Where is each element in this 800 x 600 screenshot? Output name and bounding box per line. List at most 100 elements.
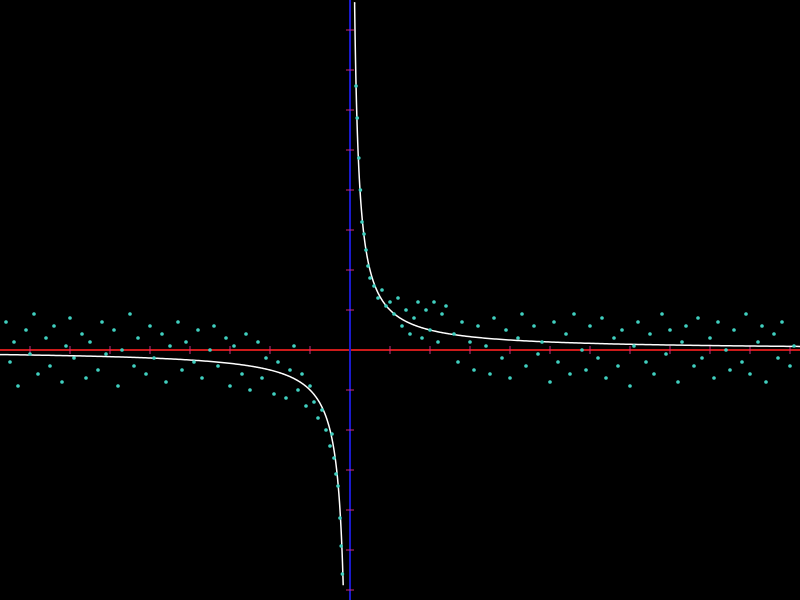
scatter-point (316, 416, 320, 420)
scatter-point (176, 320, 180, 324)
scatter-point (152, 356, 156, 360)
scatter-point (312, 400, 316, 404)
scatter-point (28, 352, 32, 356)
scatter-point (668, 328, 672, 332)
scatter-point (64, 344, 68, 348)
scatter-point (536, 352, 540, 356)
scatter-point (180, 368, 184, 372)
scatter-point (628, 384, 632, 388)
scatter-point (380, 288, 384, 292)
scatter-point (354, 84, 358, 88)
scatter-point (328, 444, 332, 448)
curve-branch-right (353, 2, 800, 348)
scatter-point (552, 320, 556, 324)
scatter-point (564, 332, 568, 336)
scatter-point (440, 312, 444, 316)
scatter-point (724, 348, 728, 352)
curve-branch-left (0, 353, 344, 586)
scatter-point (12, 340, 16, 344)
scatter-point (540, 340, 544, 344)
scatter-point (136, 336, 140, 340)
scatter-point (400, 324, 404, 328)
scatter-point (616, 364, 620, 368)
scatter-point (588, 324, 592, 328)
scatter-point (548, 380, 552, 384)
scatter-point (128, 312, 132, 316)
scatter-point (212, 324, 216, 328)
scatter-point (716, 320, 720, 324)
scatter-point (8, 360, 12, 364)
scatter-point (488, 372, 492, 376)
scatter-point (772, 332, 776, 336)
scatter-point (396, 296, 400, 300)
scatter-point (340, 572, 345, 576)
scatter-point (184, 340, 188, 344)
scatter-point (232, 344, 236, 348)
scatter-point (168, 344, 172, 348)
scatter-point (696, 316, 700, 320)
scatter-point (244, 332, 248, 336)
scatter-point (68, 316, 72, 320)
scatter-point (336, 484, 340, 488)
scatter-point (366, 264, 370, 268)
scatter-point (240, 372, 244, 376)
scatter-point (200, 376, 204, 380)
scatter-point (260, 376, 264, 380)
scatter-point (304, 404, 308, 408)
scatter-point (764, 380, 768, 384)
scatter-point (604, 376, 608, 380)
scatter-point (357, 156, 361, 160)
scatter-point (408, 332, 412, 336)
scatter-point (164, 380, 168, 384)
scatter-point (692, 364, 696, 368)
scatter-point (556, 360, 560, 364)
scatter-point (384, 304, 388, 308)
scatter-point (36, 372, 40, 376)
scatter-point (339, 544, 344, 548)
scatter-point (284, 396, 288, 400)
scatter-point (476, 324, 480, 328)
scatter-point (144, 372, 148, 376)
scatter-point (100, 320, 104, 324)
scatter-point (444, 304, 448, 308)
scatter-point (160, 332, 164, 336)
scatter-point (436, 340, 440, 344)
scatter-point (744, 312, 748, 316)
scatter-point (216, 364, 220, 368)
scatter-point (404, 308, 408, 312)
scatter-point (192, 360, 196, 364)
scatter-point (264, 356, 268, 360)
scatter-point (320, 408, 324, 412)
scatter-point (424, 308, 428, 312)
scatter-point (16, 384, 20, 388)
scatter-point (334, 472, 338, 476)
scatter-point (360, 220, 364, 224)
scatter-point (660, 312, 664, 316)
scatter-point (484, 344, 488, 348)
scatter-point (4, 320, 8, 324)
scatter-point (452, 332, 456, 336)
scatter-point (664, 352, 668, 356)
scatter-point (288, 368, 292, 372)
scatter-point (132, 364, 136, 368)
scatter-point (48, 364, 52, 368)
scatter-point (572, 312, 576, 316)
scatter-point (644, 360, 648, 364)
scatter-point (256, 340, 260, 344)
scatter-point (208, 348, 212, 352)
scatter-point (792, 344, 796, 348)
scatter-point (324, 428, 328, 432)
scatter-point (292, 344, 296, 348)
scatter-point (760, 324, 764, 328)
scatter-point (80, 332, 84, 336)
scatter-point (776, 356, 780, 360)
scatter-point (568, 372, 572, 376)
scatter-point (508, 376, 512, 380)
scatter-point (580, 348, 584, 352)
scatter-point (372, 284, 376, 288)
scatter-point (332, 456, 336, 460)
scatter-point (780, 320, 784, 324)
scatter-point (224, 336, 228, 340)
